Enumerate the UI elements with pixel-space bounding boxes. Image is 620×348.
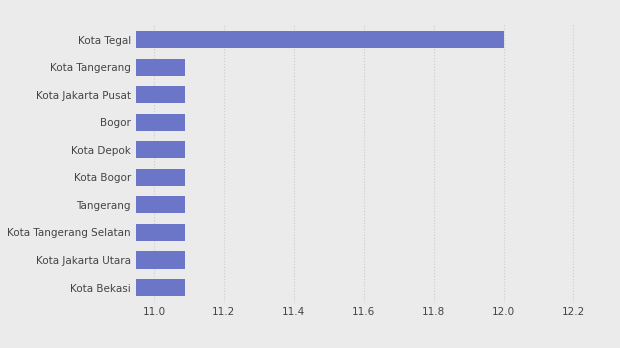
- Bar: [0, 141, 185, 158]
- Bar: [0, 169, 185, 186]
- Bar: [0, 196, 185, 213]
- Bar: [0, 252, 185, 269]
- Bar: [0, 86, 185, 103]
- Bar: [0, 58, 185, 76]
- Bar: [0, 31, 503, 48]
- Bar: [0, 279, 185, 296]
- Bar: [0, 114, 185, 131]
- Bar: [0, 224, 185, 241]
